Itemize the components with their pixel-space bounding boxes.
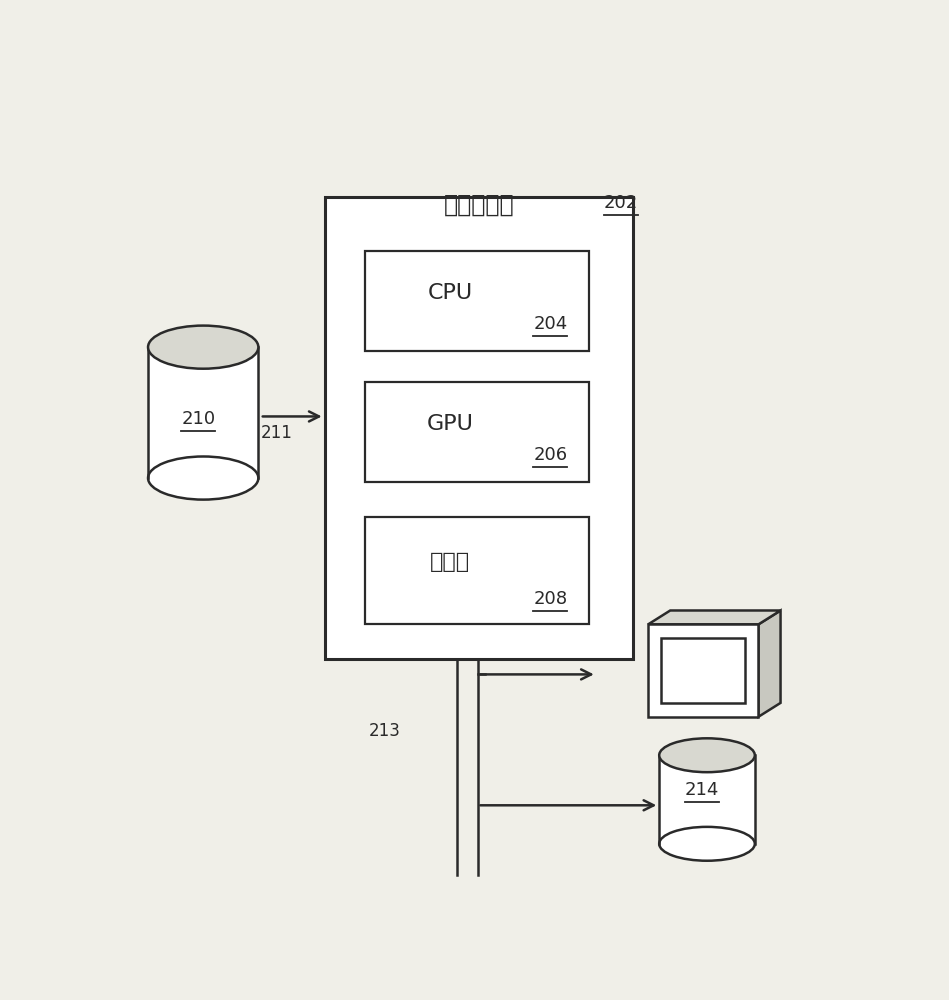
Text: 204: 204 [533, 315, 568, 333]
Text: 存储器: 存储器 [430, 552, 471, 572]
Text: 212: 212 [674, 683, 708, 701]
Bar [325, 197, 634, 659]
Text: 处理器平台: 处理器平台 [444, 192, 514, 216]
Bar [365, 382, 589, 482]
Bar [148, 347, 258, 478]
Polygon shape [648, 610, 780, 624]
Text: 206: 206 [533, 446, 568, 464]
Polygon shape [758, 610, 780, 717]
Ellipse shape [660, 738, 754, 772]
Ellipse shape [148, 326, 258, 369]
Text: 210: 210 [181, 410, 215, 428]
Ellipse shape [148, 456, 258, 500]
Bar [365, 517, 589, 624]
Text: 211: 211 [261, 424, 292, 442]
Text: GPU: GPU [427, 414, 474, 434]
Text: 202: 202 [605, 194, 639, 212]
Bar [661, 638, 745, 703]
Text: 214: 214 [685, 781, 719, 799]
Ellipse shape [660, 827, 754, 861]
Bar [365, 251, 589, 351]
Bar [648, 624, 758, 717]
Text: 208: 208 [533, 590, 568, 608]
Text: CPU: CPU [428, 283, 473, 303]
Text: 213: 213 [368, 722, 400, 740]
Bar [660, 755, 754, 844]
